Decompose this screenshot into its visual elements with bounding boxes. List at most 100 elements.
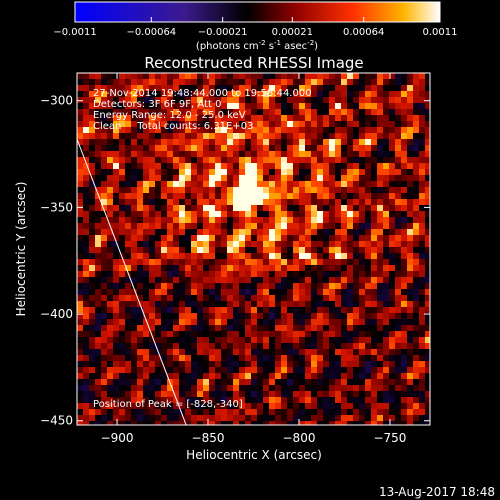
heatmap-cell: [371, 73, 377, 79]
heatmap-cell: [269, 169, 275, 175]
heatmap-cell: [245, 319, 251, 325]
heatmap-cell: [287, 97, 293, 103]
heatmap-cell: [203, 79, 209, 85]
heatmap-cell: [323, 169, 329, 175]
heatmap-cell: [95, 301, 101, 307]
heatmap-cell: [191, 253, 197, 259]
heatmap-cell: [83, 313, 89, 319]
heatmap-cell: [281, 331, 287, 337]
heatmap-cell: [257, 223, 263, 229]
heatmap-cell: [161, 223, 167, 229]
heatmap-cell: [209, 73, 215, 79]
heatmap-cell: [173, 301, 179, 307]
heatmap-cell: [263, 79, 269, 85]
heatmap-cell: [323, 241, 329, 247]
heatmap-cell: [323, 103, 329, 109]
heatmap-cell: [317, 265, 323, 271]
heatmap-cell: [275, 73, 281, 79]
heatmap-cell: [149, 397, 155, 403]
heatmap-cell: [101, 379, 107, 385]
heatmap-cell: [407, 337, 413, 343]
heatmap-cell: [185, 403, 191, 409]
heatmap-cell: [269, 235, 275, 241]
heatmap-cell: [173, 79, 179, 85]
heatmap-cell: [239, 175, 245, 181]
heatmap-cell: [95, 289, 101, 295]
heatmap-cell: [299, 73, 305, 79]
heatmap-cell: [95, 73, 101, 79]
heatmap-cell: [179, 199, 185, 205]
heatmap-cell: [131, 349, 137, 355]
heatmap-cell: [83, 163, 89, 169]
heatmap-cell: [269, 337, 275, 343]
heatmap-cell: [149, 289, 155, 295]
heatmap-cell: [413, 91, 419, 97]
heatmap-cell: [161, 343, 167, 349]
heatmap-cell: [335, 205, 341, 211]
heatmap-cell: [143, 319, 149, 325]
heatmap-cell: [359, 169, 365, 175]
heatmap-cell: [149, 313, 155, 319]
heatmap-cell: [179, 247, 185, 253]
heatmap-cell: [335, 229, 341, 235]
heatmap-cell: [317, 169, 323, 175]
heatmap-cell: [239, 139, 245, 145]
heatmap-cell: [215, 397, 221, 403]
heatmap-cell: [233, 319, 239, 325]
heatmap-cell: [125, 241, 131, 247]
heatmap-cell: [113, 163, 119, 169]
heatmap-cell: [83, 277, 89, 283]
heatmap-cell: [377, 295, 383, 301]
heatmap-cell: [77, 211, 83, 217]
heatmap-cell: [377, 337, 383, 343]
heatmap-cell: [275, 307, 281, 313]
heatmap-cell: [215, 193, 221, 199]
heatmap-cell: [335, 97, 341, 103]
heatmap-cell: [347, 277, 353, 283]
heatmap-cell: [227, 421, 233, 425]
heatmap-cell: [293, 193, 299, 199]
heatmap-cell: [383, 205, 389, 211]
heatmap-cell: [281, 169, 287, 175]
heatmap-cell: [185, 373, 191, 379]
heatmap-cell: [101, 97, 107, 103]
heatmap-cell: [413, 361, 419, 367]
heatmap-cell: [203, 277, 209, 283]
heatmap-cell: [167, 229, 173, 235]
heatmap-cell: [287, 277, 293, 283]
heatmap-cell: [389, 391, 395, 397]
heatmap-cell: [203, 145, 209, 151]
heatmap-cell: [95, 307, 101, 313]
heatmap-cell: [425, 79, 430, 85]
heatmap-cell: [89, 235, 95, 241]
heatmap-cell: [347, 391, 353, 397]
heatmap-cell: [425, 307, 430, 313]
heatmap-cell: [353, 199, 359, 205]
heatmap-cell: [419, 379, 425, 385]
heatmap-cell: [275, 301, 281, 307]
heatmap-cell: [185, 235, 191, 241]
heatmap-cell: [185, 367, 191, 373]
heatmap-cell: [95, 361, 101, 367]
heatmap-cell: [227, 343, 233, 349]
heatmap-cell: [119, 187, 125, 193]
heatmap-cell: [341, 163, 347, 169]
heatmap-cell: [197, 85, 203, 91]
heatmap-cell: [395, 145, 401, 151]
heatmap-cell: [137, 313, 143, 319]
heatmap-cell: [293, 295, 299, 301]
heatmap-cell: [293, 133, 299, 139]
heatmap-cell: [101, 265, 107, 271]
heatmap-cell: [287, 289, 293, 295]
heatmap-cell: [305, 415, 311, 421]
heatmap-cell: [227, 247, 233, 253]
heatmap-cell: [263, 361, 269, 367]
heatmap-cell: [347, 253, 353, 259]
heatmap-cell: [77, 235, 83, 241]
heatmap-cell: [269, 109, 275, 115]
heatmap-cell: [359, 343, 365, 349]
heatmap-cell: [125, 307, 131, 313]
heatmap-cell: [191, 277, 197, 283]
heatmap-cell: [323, 379, 329, 385]
heatmap-cell: [257, 385, 263, 391]
